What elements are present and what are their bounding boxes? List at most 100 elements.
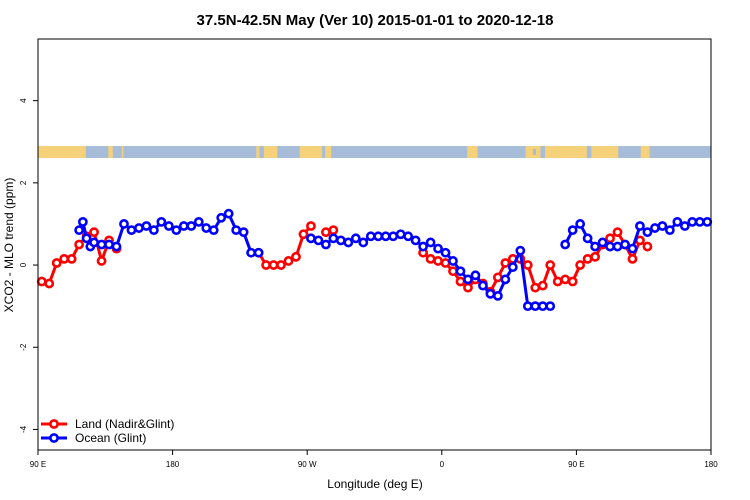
data-point — [104, 239, 114, 250]
data-point — [433, 243, 443, 254]
data-point — [575, 219, 586, 229]
data-point — [642, 227, 653, 238]
data-point — [74, 239, 85, 250]
data-point — [246, 247, 257, 258]
x-tick-label: 90 E — [568, 460, 584, 469]
legend-marker — [49, 433, 59, 443]
data-point — [500, 274, 511, 285]
data-point — [492, 290, 503, 301]
data-point — [96, 239, 107, 250]
band-ocean-patch — [618, 149, 620, 156]
data-point — [66, 253, 77, 264]
data-point — [463, 274, 473, 285]
data-point — [492, 272, 503, 283]
data-point — [657, 221, 668, 231]
data-point — [149, 225, 159, 236]
data-point — [201, 223, 212, 233]
data-point — [328, 225, 339, 236]
data-point — [433, 256, 443, 266]
x-axis-label: Longitude (deg E) — [327, 477, 422, 491]
data-point — [111, 241, 122, 252]
legend-label: Land (Nadir&Glint) — [75, 417, 174, 431]
data-point — [627, 243, 638, 254]
data-point — [537, 280, 548, 291]
data-point — [515, 245, 526, 256]
data-point — [238, 227, 249, 238]
data-point — [448, 256, 458, 266]
data-point — [590, 251, 600, 262]
data-point — [320, 227, 331, 238]
data-point — [178, 221, 189, 231]
data-point — [208, 225, 219, 236]
band-land-segment — [299, 146, 323, 159]
data-point — [597, 237, 608, 248]
data-point — [560, 274, 571, 285]
data-point — [455, 276, 466, 287]
band-land-segment — [591, 146, 619, 159]
x-tick-label: 90 E — [30, 460, 46, 469]
data-point — [545, 301, 556, 312]
data-point — [44, 278, 55, 289]
series-land — [36, 221, 653, 297]
band-land-segment — [121, 146, 124, 159]
data-point — [537, 301, 548, 312]
data-point — [291, 251, 301, 262]
y-tick-label: 2 — [19, 180, 28, 185]
data-point — [687, 216, 698, 227]
band-ocean-patch — [498, 149, 522, 156]
data-point — [478, 280, 488, 291]
data-point — [373, 231, 384, 242]
band-land-segment — [263, 146, 278, 159]
data-point — [313, 235, 324, 246]
data-point — [612, 227, 623, 238]
data-point — [448, 266, 458, 277]
chart-title: 37.5N-42.5N May (Ver 10) 2015-01-01 to 2… — [197, 12, 554, 29]
data-point — [463, 282, 473, 293]
legend-item: Land (Nadir&Glint) — [41, 417, 174, 431]
band-land-segment — [544, 146, 587, 159]
data-point — [627, 253, 638, 264]
band-ocean-patch — [649, 149, 655, 156]
data-point — [395, 229, 406, 240]
data-point — [620, 239, 630, 250]
data-point — [582, 253, 593, 264]
plot-series — [36, 208, 713, 312]
y-tick-label: 4 — [19, 98, 28, 103]
data-point — [425, 253, 436, 264]
data-point — [51, 258, 62, 268]
data-point — [126, 225, 137, 236]
data-point — [261, 260, 271, 270]
band-land-segment — [108, 146, 113, 159]
data-point — [664, 225, 675, 236]
data-point — [605, 241, 615, 252]
data-point — [507, 262, 518, 273]
data-point — [134, 223, 144, 233]
band-ocean-patch — [477, 149, 495, 156]
data-point — [702, 216, 713, 227]
band-ocean-base — [38, 146, 711, 159]
plot-frame — [37, 38, 712, 451]
data-point — [552, 276, 563, 287]
band-ocean-patch — [96, 149, 104, 156]
data-point — [605, 233, 615, 244]
data-point — [440, 247, 451, 258]
band-land-segment — [256, 146, 260, 159]
data-point — [672, 216, 683, 227]
band-ocean-patch — [622, 149, 629, 156]
data-point — [694, 216, 705, 227]
data-point — [193, 216, 204, 227]
x-tick-label: 180 — [704, 460, 718, 469]
data-point — [320, 239, 331, 250]
legend-item: Ocean (Glint) — [41, 431, 146, 445]
band-land-segment — [640, 146, 650, 159]
data-point — [89, 237, 99, 248]
band-land-segment — [38, 146, 86, 159]
data-point — [425, 237, 436, 248]
data-point — [350, 233, 361, 244]
data-point — [283, 256, 294, 266]
data-point — [582, 233, 593, 244]
series-ocean — [74, 208, 713, 312]
data-point — [96, 256, 107, 266]
data-point — [141, 221, 152, 231]
